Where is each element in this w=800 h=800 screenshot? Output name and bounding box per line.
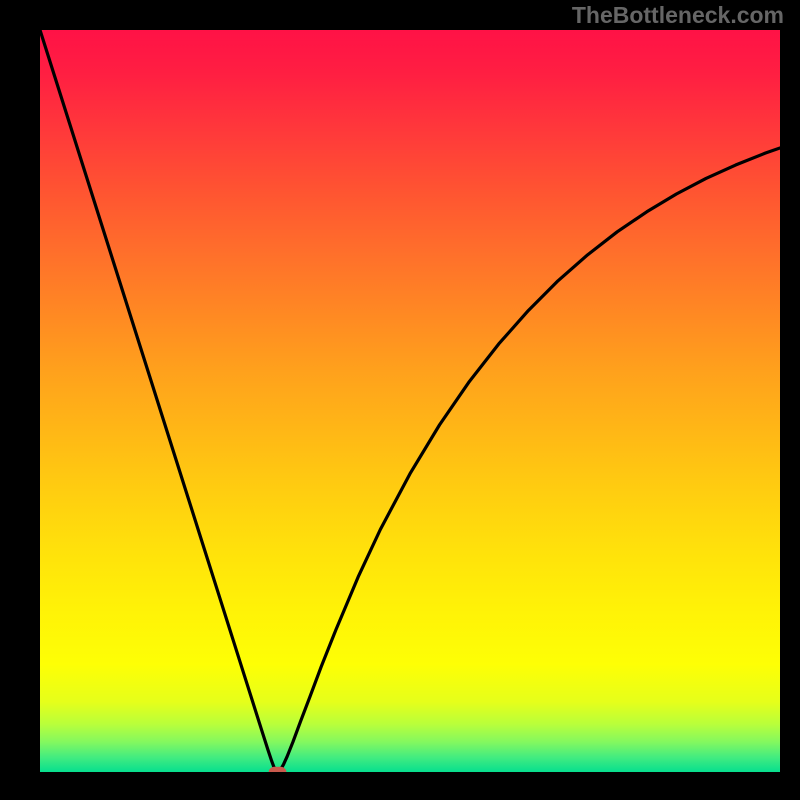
plot-svg [40,30,780,772]
plot-area [40,30,780,772]
attribution-label: TheBottleneck.com [572,2,784,29]
gradient-background [40,30,780,772]
chart-stage: TheBottleneck.com [0,0,800,800]
